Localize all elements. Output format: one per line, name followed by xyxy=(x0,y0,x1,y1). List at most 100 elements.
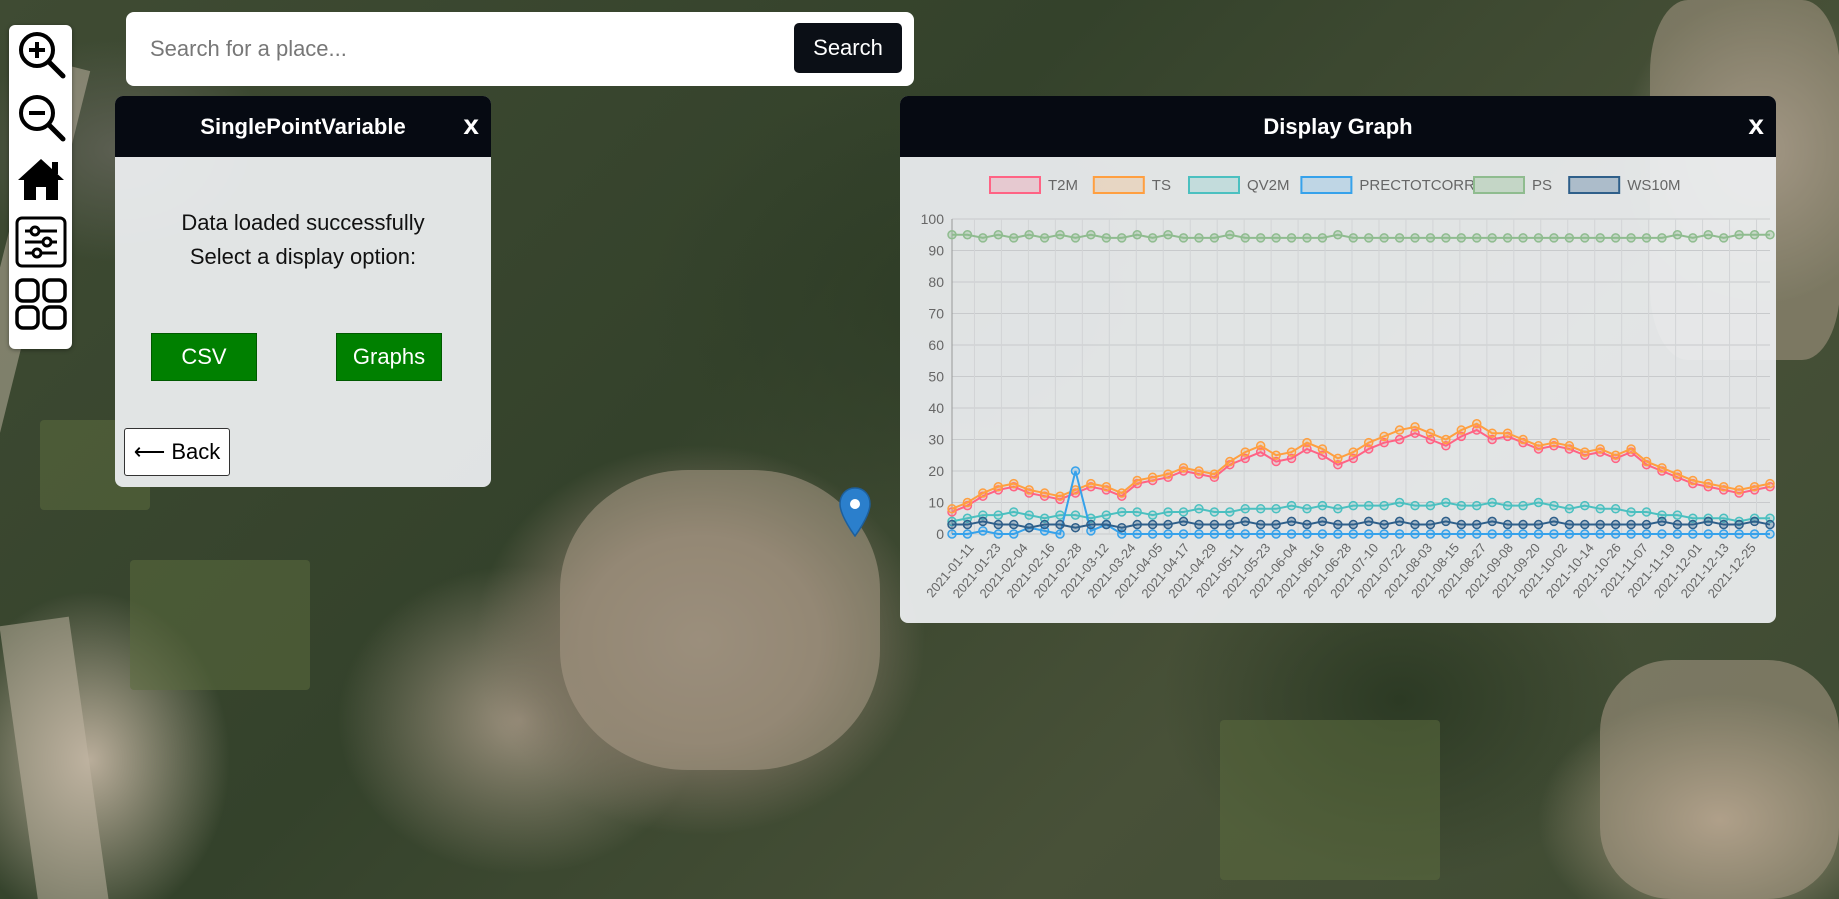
data-point xyxy=(1008,507,1019,517)
data-point xyxy=(1117,233,1127,243)
data-point xyxy=(1595,504,1605,514)
legend-label: WS10M xyxy=(1627,177,1680,194)
zoom-out-button[interactable] xyxy=(15,91,67,143)
data-point xyxy=(1580,233,1590,243)
location-marker-icon[interactable] xyxy=(838,487,872,537)
series-line xyxy=(952,520,1771,529)
data-point xyxy=(1394,516,1405,527)
y-tick-label: 10 xyxy=(928,495,944,511)
legend-label: PRECTOTCORR xyxy=(1359,177,1475,194)
data-point xyxy=(1672,469,1683,479)
data-point xyxy=(1225,529,1235,539)
data-point xyxy=(1225,519,1235,530)
data-point xyxy=(1271,529,1281,539)
search-input[interactable] xyxy=(138,24,912,74)
data-point xyxy=(1549,233,1559,243)
zoom-in-button[interactable] xyxy=(15,28,67,80)
data-point xyxy=(1363,516,1374,527)
home-button[interactable] xyxy=(15,153,67,205)
data-point xyxy=(1394,425,1405,435)
data-point xyxy=(1271,450,1281,460)
data-point xyxy=(1718,529,1729,539)
data-point xyxy=(1688,233,1698,243)
csv-button[interactable]: CSV xyxy=(151,333,257,381)
data-point xyxy=(1255,529,1266,539)
data-point xyxy=(1657,233,1667,243)
data-point xyxy=(1286,447,1297,457)
data-point xyxy=(1194,466,1204,476)
data-point xyxy=(1070,233,1081,243)
data-point xyxy=(1549,529,1559,539)
data-point xyxy=(1117,507,1127,517)
data-point xyxy=(1008,519,1019,530)
home-icon xyxy=(18,159,64,200)
data-point xyxy=(1672,510,1683,520)
data-point xyxy=(1163,529,1173,539)
close-button[interactable]: x xyxy=(463,109,479,140)
y-tick-label: 50 xyxy=(928,369,944,385)
data-point xyxy=(1564,529,1575,539)
series-line xyxy=(952,233,1770,239)
graphs-button[interactable]: Graphs xyxy=(336,333,442,381)
close-button[interactable]: x xyxy=(1748,109,1764,140)
data-point xyxy=(1255,233,1266,243)
layers-button[interactable] xyxy=(15,278,67,330)
y-tick-label: 20 xyxy=(928,463,944,479)
data-point xyxy=(1209,469,1220,479)
data-point xyxy=(1163,519,1173,530)
data-point xyxy=(1240,447,1250,457)
back-button[interactable]: ⟵ Back xyxy=(124,428,230,476)
data-point xyxy=(1070,510,1081,520)
data-point xyxy=(1225,456,1235,467)
data-point xyxy=(1626,529,1636,539)
data-point xyxy=(1518,434,1528,445)
data-point xyxy=(1703,478,1714,489)
data-point xyxy=(1317,529,1328,539)
legend-swatch xyxy=(1568,176,1621,194)
data-point xyxy=(1178,507,1189,517)
data-point xyxy=(1641,456,1652,467)
legend-swatch xyxy=(1473,176,1525,194)
data-point xyxy=(1039,519,1050,530)
data-point xyxy=(1626,233,1636,243)
data-point xyxy=(1472,529,1482,539)
data-point xyxy=(1580,529,1590,539)
data-point xyxy=(1317,233,1328,243)
data-point xyxy=(1379,233,1389,243)
data-point xyxy=(1333,230,1343,240)
search-button[interactable]: Search xyxy=(794,23,902,73)
data-point xyxy=(1641,507,1652,517)
data-point xyxy=(1502,529,1513,539)
data-point xyxy=(1734,485,1744,495)
data-point xyxy=(1749,529,1760,539)
data-point xyxy=(1518,233,1528,243)
data-point xyxy=(1487,497,1497,508)
instruction-message: Select a display option: xyxy=(189,244,417,269)
data-point xyxy=(1765,519,1775,530)
panel-title: Display Graph xyxy=(1263,114,1413,139)
data-point xyxy=(1580,519,1590,530)
data-point xyxy=(1657,463,1667,473)
data-point xyxy=(1472,519,1482,530)
data-point xyxy=(1255,441,1266,451)
settings-button[interactable] xyxy=(15,216,67,268)
data-point xyxy=(1410,233,1420,243)
data-point xyxy=(1024,510,1034,520)
data-point xyxy=(1595,444,1605,454)
data-point xyxy=(1626,519,1636,530)
data-point xyxy=(1533,519,1544,530)
data-point xyxy=(1363,233,1374,243)
data-point xyxy=(1209,519,1220,530)
data-point xyxy=(1024,522,1034,533)
data-point xyxy=(1255,519,1266,530)
data-point xyxy=(1055,519,1065,530)
data-point xyxy=(1410,519,1420,530)
data-point xyxy=(1595,529,1605,539)
data-point xyxy=(1641,519,1652,530)
data-point xyxy=(1533,529,1544,539)
data-point xyxy=(1765,529,1775,539)
single-point-panel: SinglePointVariable x Data loaded succes… xyxy=(115,96,491,487)
data-point xyxy=(947,504,957,514)
data-point xyxy=(1394,529,1405,539)
data-point xyxy=(1734,230,1744,240)
